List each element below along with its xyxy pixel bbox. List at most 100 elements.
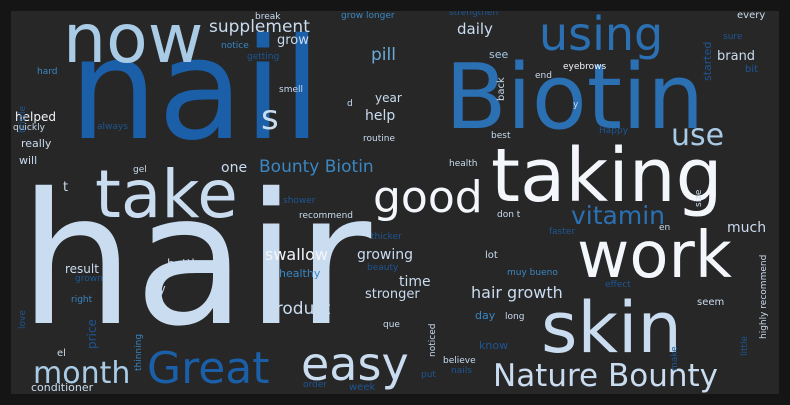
word-bit: bit (745, 64, 759, 75)
word-now: now (63, 11, 204, 79)
word-grown: grown (75, 274, 103, 284)
word-day: day (475, 309, 496, 322)
word-grow: grow (277, 33, 309, 48)
word-healthy: healthy (279, 267, 321, 280)
word-make: make (670, 346, 680, 371)
word-best: best (491, 131, 511, 141)
word-highly-recommend: highly recommend (759, 254, 769, 339)
word-using: using (539, 11, 664, 61)
word-daily: daily (457, 20, 493, 38)
word-gel: gel (133, 165, 147, 175)
word-que: que (383, 320, 400, 330)
word-one: one (221, 160, 248, 176)
word-product: product (265, 299, 331, 319)
word-take: take (95, 156, 238, 233)
word-health: health (449, 159, 478, 169)
word-always: always (97, 122, 128, 132)
word-d: d (347, 99, 353, 109)
word-notice: notice (221, 41, 249, 51)
word-stronger: stronger (365, 287, 420, 302)
word-say: say (145, 282, 166, 296)
word-swallow: swallow (265, 245, 328, 264)
word-result: result (65, 262, 99, 276)
word-grow-longer: grow longer (341, 11, 395, 21)
word-year: year (375, 91, 402, 105)
word-thinning: thinning (134, 333, 144, 371)
word-help: help (365, 108, 396, 124)
word-growing: growing (357, 247, 413, 263)
word-month: month (33, 356, 131, 391)
word-nails: nails (451, 366, 472, 376)
word-hard: hard (37, 67, 58, 77)
word-every: every (737, 11, 766, 21)
word-long: long (505, 312, 525, 322)
word-t: t (63, 180, 69, 195)
word-routine: routine (363, 134, 395, 144)
word-will: will (19, 154, 38, 167)
word-work: work (577, 219, 732, 293)
word-y: y (573, 100, 579, 110)
word-strengthen: strengthen (449, 11, 499, 18)
word-use: use (671, 118, 725, 153)
word-love: love (18, 310, 28, 329)
word-really: really (21, 137, 52, 150)
word-nail: nail (69, 11, 322, 172)
word-supplement: supplement (209, 17, 310, 37)
word-beauty: beauty (367, 263, 399, 273)
word-conditioner: conditioner (31, 381, 94, 394)
word-lot: lot (485, 250, 498, 261)
word-hair-growth: hair growth (471, 283, 563, 302)
word-noticed: noticed (428, 323, 438, 357)
word-happy: Happy (599, 126, 629, 136)
word-hair: hair (19, 154, 372, 366)
word-taking: taking (491, 133, 723, 219)
word-sure: sure (723, 32, 743, 42)
word-easy: easy (301, 337, 409, 391)
word-order: order (303, 380, 327, 390)
word-know: know (479, 339, 509, 352)
word-back: back (496, 77, 507, 101)
word-right: right (71, 295, 93, 305)
word-pill: pill (371, 45, 396, 65)
word-biotin: Biotin (445, 45, 705, 150)
word-size: size (694, 189, 704, 207)
word-great: Great (147, 343, 270, 394)
word-vitamin: vitamin (571, 201, 666, 230)
word-shower: shower (283, 196, 316, 206)
word-faster: faster (549, 227, 576, 237)
word-started: started (701, 41, 714, 81)
word-skin: skin (541, 287, 682, 369)
word-believe: believe (443, 356, 476, 366)
word-nature-bounty: Nature Bounty (493, 358, 719, 394)
word-break: break (255, 12, 281, 22)
word-price: price (85, 319, 99, 349)
word-brittle: brittle (18, 105, 28, 133)
word-muy-bueno: muy bueno (507, 268, 558, 278)
word-end: end (535, 71, 552, 81)
word-quickly: quickly (13, 123, 45, 133)
word-en: en (659, 223, 671, 233)
word-brand: brand (717, 49, 756, 64)
word-s: s (261, 98, 279, 138)
word-thicker: thicker (371, 232, 402, 242)
word-little: little (740, 335, 750, 356)
word-seem: seem (697, 297, 725, 308)
word-see: see (489, 48, 509, 61)
word-time: time (399, 274, 431, 290)
word-getting: getting (247, 52, 280, 62)
word-recommend: recommend (299, 211, 353, 221)
word-don-t: don t (497, 210, 521, 220)
word-effect: effect (605, 280, 631, 290)
word-el: el (57, 348, 66, 359)
word-good: good (373, 172, 483, 223)
word-week: week (349, 382, 376, 393)
word-much: much (727, 220, 767, 236)
word-eyebrows: eyebrows (563, 62, 607, 72)
word-bottle: bottle (167, 257, 203, 271)
word-smell: smell (279, 85, 303, 95)
word-cloud-panel: hair nail Biotin taking work skin take n… (11, 11, 779, 394)
word-put: put (421, 370, 436, 380)
word-bounty-biotin: Bounty Biotin (259, 157, 374, 177)
word-helped: helped (15, 110, 56, 124)
